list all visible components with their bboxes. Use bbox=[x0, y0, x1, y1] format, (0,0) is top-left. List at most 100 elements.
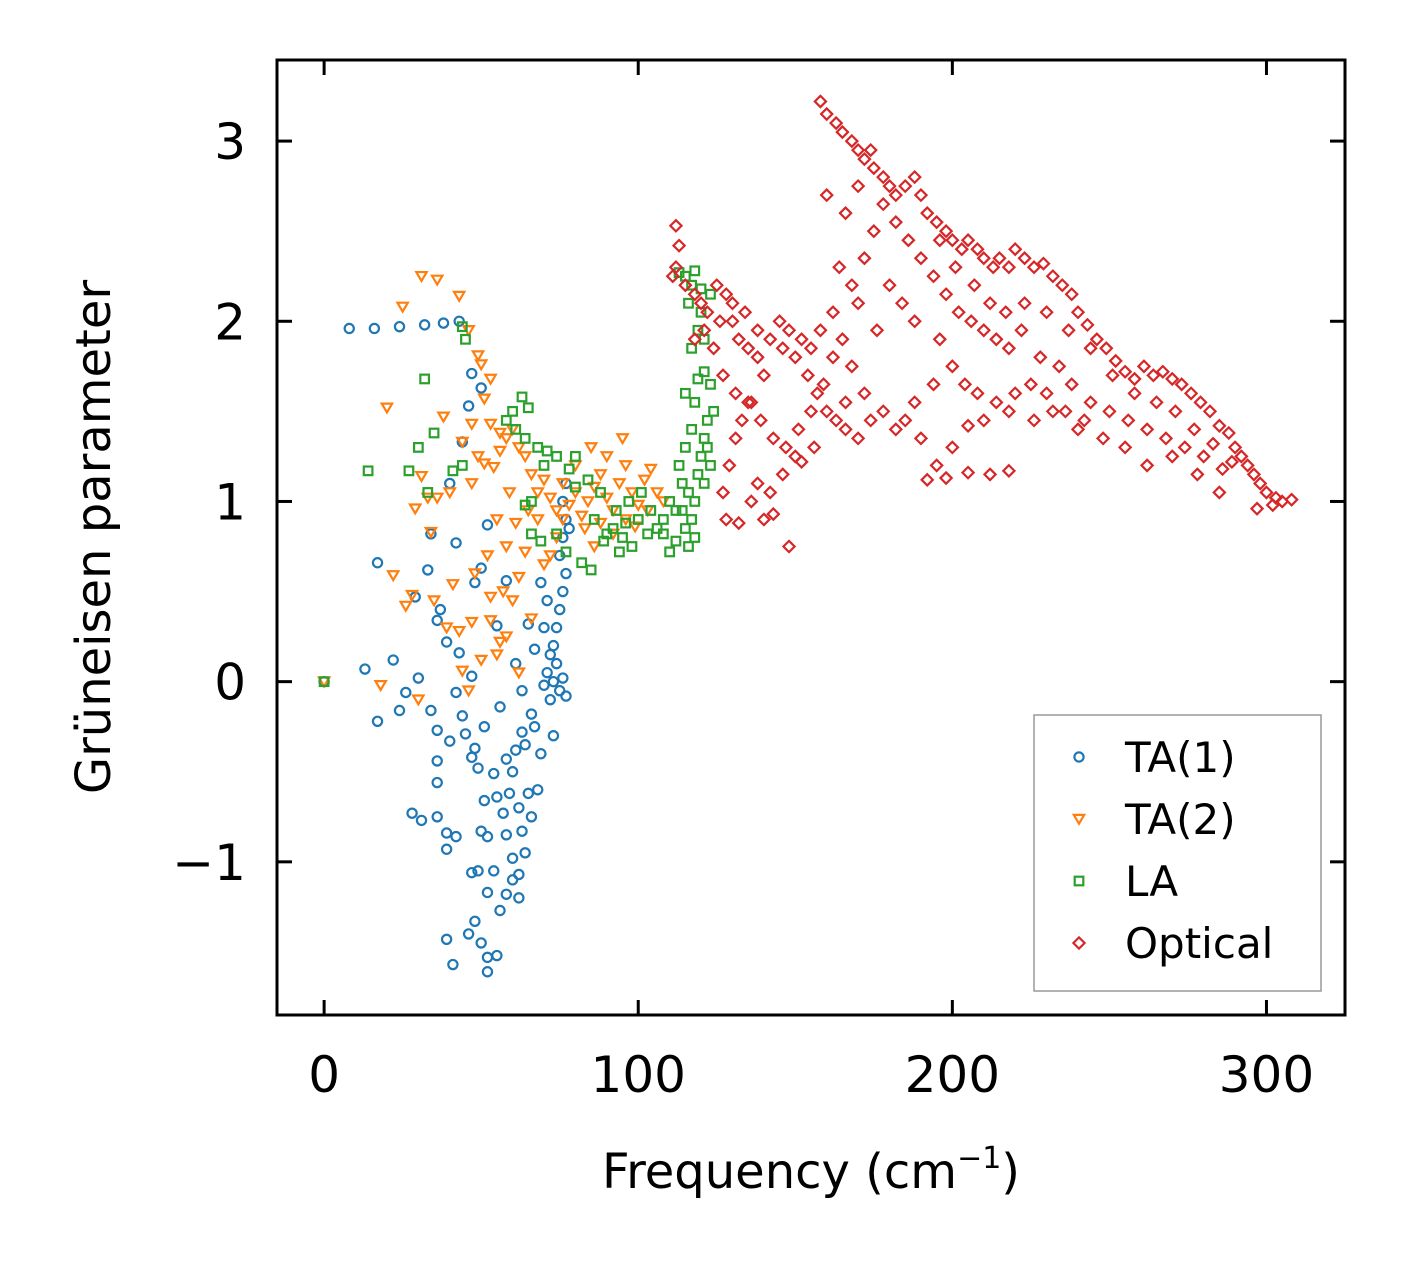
data-point bbox=[1001, 260, 1017, 275]
data-point bbox=[414, 270, 429, 284]
data-point bbox=[775, 467, 790, 482]
data-point bbox=[1051, 359, 1067, 374]
data-point bbox=[982, 467, 998, 482]
data-point bbox=[506, 852, 519, 864]
data-point bbox=[1080, 317, 1095, 333]
data-point bbox=[668, 218, 684, 233]
data-point bbox=[689, 532, 701, 543]
legend-label: TA(1) bbox=[1124, 733, 1236, 782]
data-point bbox=[440, 636, 453, 648]
data-point bbox=[464, 616, 479, 630]
data-point bbox=[844, 133, 859, 149]
data-point bbox=[588, 514, 600, 525]
data-point bbox=[528, 720, 541, 733]
data-point bbox=[499, 433, 514, 446]
data-point bbox=[643, 463, 658, 476]
data-point bbox=[835, 124, 850, 140]
legend-item: Optical bbox=[1071, 919, 1273, 968]
data-point bbox=[1077, 413, 1092, 428]
data-point bbox=[705, 378, 716, 390]
data-point bbox=[945, 359, 960, 374]
data-point bbox=[948, 260, 963, 275]
data-point bbox=[929, 458, 944, 473]
data-point bbox=[954, 242, 969, 257]
data-point bbox=[766, 506, 781, 522]
data-point bbox=[568, 487, 583, 500]
data-point bbox=[481, 966, 494, 978]
data-point bbox=[816, 377, 831, 392]
data-point bbox=[500, 829, 513, 841]
legend-item: TA(2) bbox=[1071, 795, 1236, 844]
data-point bbox=[970, 242, 985, 257]
data-point bbox=[518, 451, 533, 464]
data-point bbox=[750, 323, 765, 338]
data-point bbox=[483, 591, 498, 604]
data-point bbox=[1008, 242, 1023, 257]
data-point bbox=[422, 564, 434, 576]
data-point bbox=[938, 287, 954, 302]
data-point bbox=[492, 636, 508, 649]
data-point bbox=[535, 535, 547, 547]
data-point bbox=[440, 933, 453, 946]
x-axis-title-superscript: −1 bbox=[957, 1141, 1001, 1176]
data-point bbox=[637, 474, 652, 487]
x-axis-title-main: Frequency (cm bbox=[602, 1144, 957, 1200]
data-point bbox=[894, 296, 910, 311]
data-point bbox=[719, 512, 734, 527]
data-point bbox=[470, 451, 486, 464]
data-point bbox=[960, 465, 976, 480]
data-point bbox=[466, 670, 478, 682]
data-point bbox=[627, 521, 643, 534]
data-point bbox=[460, 333, 471, 345]
data-point bbox=[750, 476, 765, 491]
data-point bbox=[549, 505, 564, 518]
data-point bbox=[431, 724, 443, 737]
data-point bbox=[926, 269, 941, 284]
data-point bbox=[679, 442, 691, 453]
data-point bbox=[715, 368, 731, 383]
data-point bbox=[618, 460, 633, 473]
data-point bbox=[577, 523, 592, 536]
data-point bbox=[505, 595, 520, 608]
data-point bbox=[695, 283, 707, 295]
legend-label: LA bbox=[1125, 857, 1178, 906]
data-point bbox=[439, 622, 454, 635]
data-point bbox=[1215, 461, 1230, 477]
data-point bbox=[550, 657, 563, 670]
data-point bbox=[480, 550, 495, 563]
data-point bbox=[560, 567, 572, 580]
data-point bbox=[544, 648, 556, 661]
data-point bbox=[478, 720, 491, 733]
data-point bbox=[445, 579, 461, 592]
data-point bbox=[832, 260, 847, 275]
data-point bbox=[1234, 449, 1249, 464]
data-point bbox=[359, 663, 371, 675]
data-point bbox=[687, 332, 702, 347]
data-point bbox=[838, 206, 853, 221]
data-point bbox=[1202, 404, 1218, 419]
y-axis-title: Grüneisen parameter bbox=[66, 280, 122, 795]
data-point bbox=[1001, 404, 1017, 419]
data-point bbox=[626, 541, 638, 552]
data-point bbox=[838, 422, 853, 437]
data-point bbox=[411, 694, 426, 707]
data-point bbox=[888, 187, 903, 203]
data-point bbox=[1158, 431, 1174, 446]
data-point bbox=[453, 315, 465, 327]
data-point bbox=[462, 400, 475, 412]
data-point bbox=[920, 206, 935, 221]
data-point bbox=[623, 496, 635, 507]
data-point bbox=[453, 647, 465, 659]
data-point bbox=[850, 296, 866, 311]
data-point bbox=[960, 418, 976, 433]
data-point bbox=[497, 807, 509, 819]
data-point bbox=[1083, 395, 1098, 410]
data-point bbox=[499, 631, 514, 644]
data-point bbox=[866, 224, 881, 239]
data-point bbox=[398, 600, 413, 613]
data-point bbox=[731, 515, 746, 531]
data-point bbox=[708, 405, 720, 417]
data-point bbox=[744, 494, 759, 509]
data-point bbox=[1221, 425, 1236, 441]
data-point bbox=[475, 937, 487, 949]
